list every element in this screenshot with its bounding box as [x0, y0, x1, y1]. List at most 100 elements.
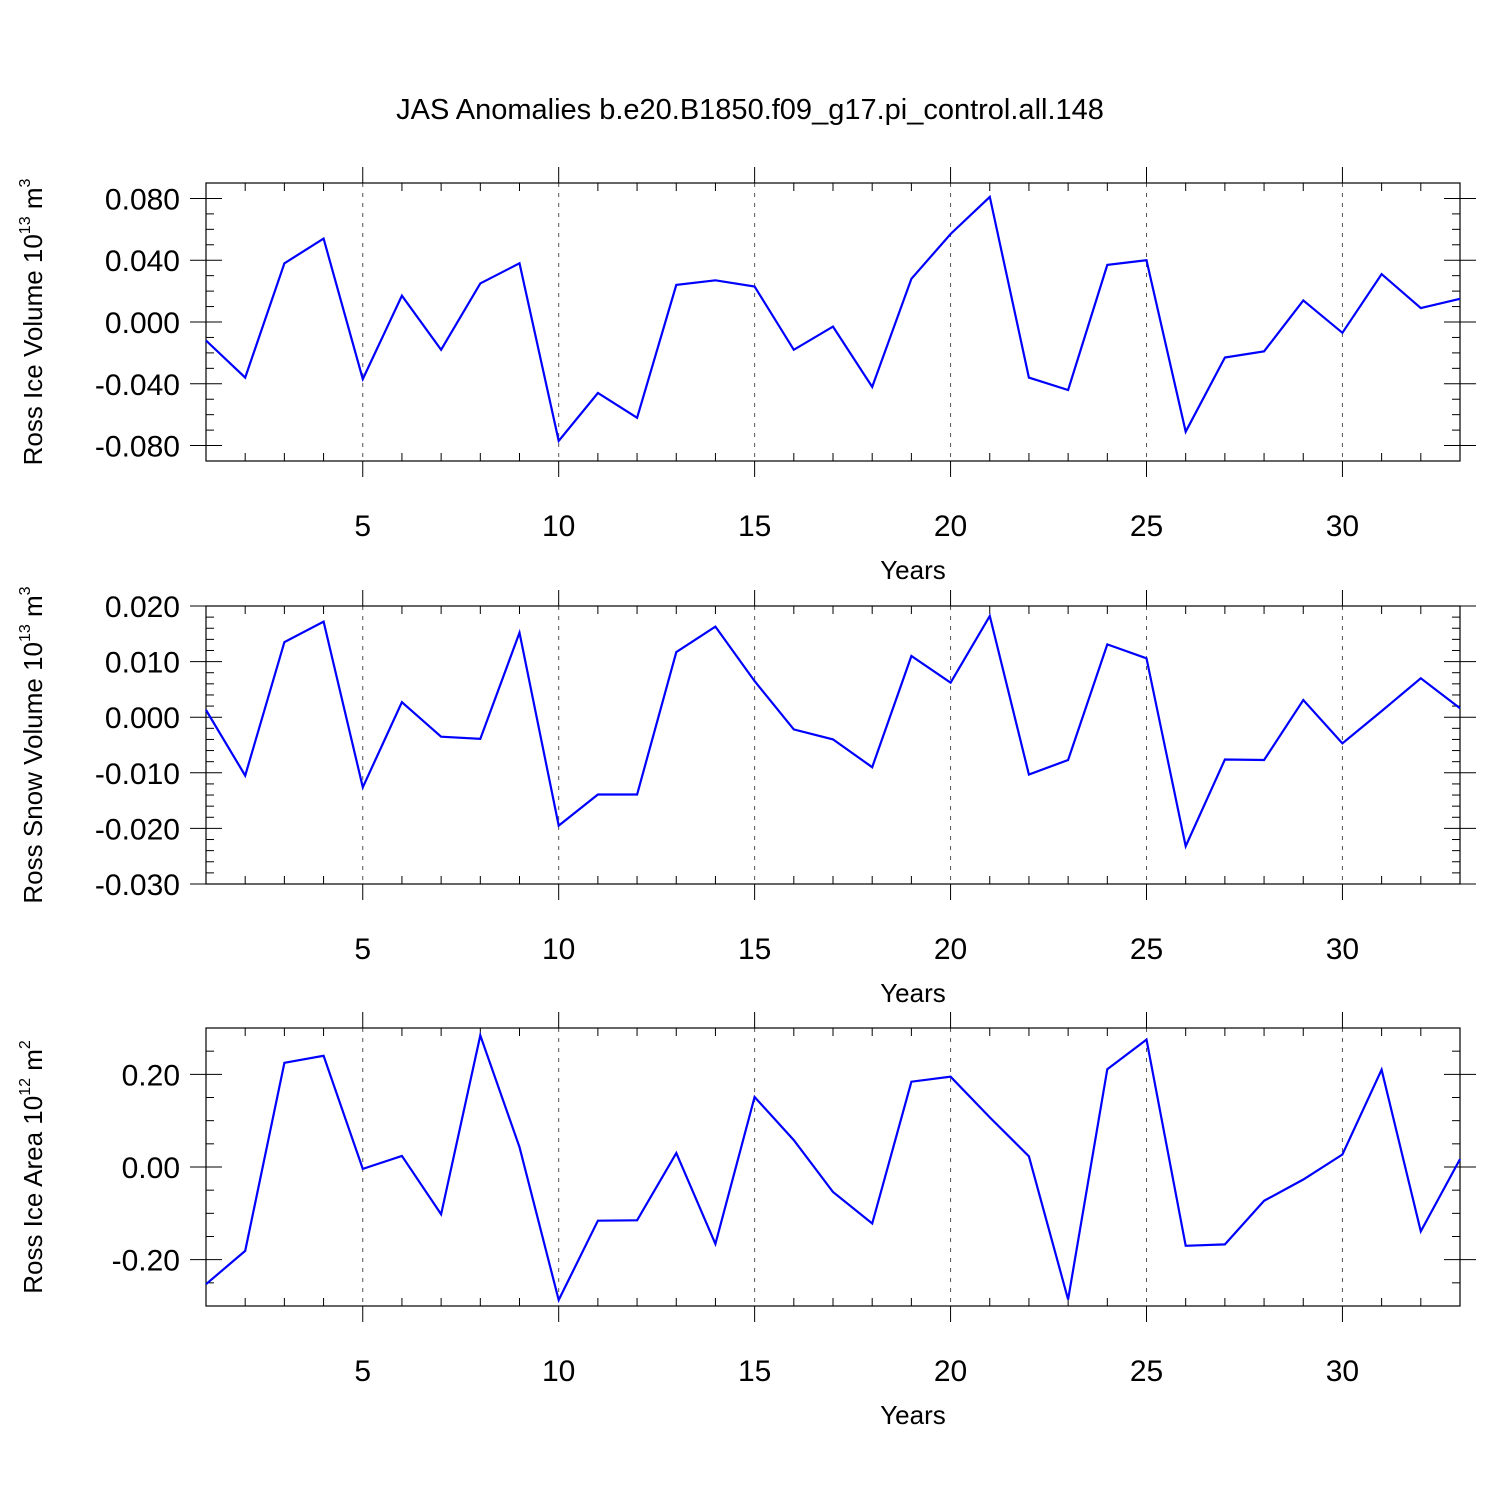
data-point: [988, 614, 992, 618]
data-point: [1340, 741, 1344, 745]
data-point: [949, 681, 953, 685]
data-point: [243, 1249, 247, 1253]
data-point: [1340, 331, 1344, 335]
data-point: [1066, 1298, 1070, 1302]
data-point: [988, 195, 992, 199]
data-point: [831, 737, 835, 741]
data-point: [753, 284, 757, 288]
data-point: [400, 294, 404, 298]
data-point: [635, 792, 639, 796]
data-point: [1458, 706, 1462, 710]
x-tick-label: 30: [1326, 1355, 1359, 1388]
data-point: [361, 785, 365, 789]
x-tick-label: 15: [738, 933, 771, 966]
x-axis-label: Years: [880, 555, 946, 585]
data-point: [674, 650, 678, 654]
y-axis-label-part: 13: [17, 624, 34, 642]
data-point: [1458, 297, 1462, 301]
data-point: [831, 325, 835, 329]
data-point: [674, 283, 678, 287]
x-tick-label: 25: [1130, 1355, 1163, 1388]
data-point: [870, 385, 874, 389]
data-point: [1301, 698, 1305, 702]
y-axis-label: Ross Snow Volume 1013 m3: [17, 586, 48, 903]
data-point: [792, 727, 796, 731]
y-tick-label: 0.000: [105, 702, 180, 735]
data-point: [1184, 1244, 1188, 1248]
data-point: [1380, 709, 1384, 713]
data-point: [322, 1054, 326, 1058]
data-point: [1458, 1157, 1462, 1161]
data-point: [1105, 263, 1109, 267]
y-axis-label-part: Ross Ice Area 10: [18, 1096, 48, 1294]
data-point: [713, 278, 717, 282]
data-point: [1066, 758, 1070, 762]
y-tick-label: -0.030: [95, 869, 180, 902]
y-tick-label: 0.000: [105, 307, 180, 340]
x-tick-label: 15: [738, 1355, 771, 1388]
data-point: [909, 1080, 913, 1084]
y-tick-label: 0.040: [105, 245, 180, 278]
x-tick-label: 25: [1130, 933, 1163, 966]
data-point: [557, 824, 561, 828]
data-point: [1419, 1229, 1423, 1233]
data-point: [870, 1222, 874, 1226]
plot-frame: [205, 605, 1461, 885]
data-point: [439, 348, 443, 352]
data-point: [1145, 1038, 1149, 1042]
data-point: [1105, 642, 1109, 646]
x-tick-label: 20: [934, 510, 967, 543]
y-tick-label: -0.20: [112, 1245, 180, 1278]
x-tick-label: 5: [354, 510, 371, 543]
y-tick-label: 0.010: [105, 647, 180, 680]
y-tick-label: -0.040: [95, 369, 180, 402]
y-axis-label: Ross Ice Volume 1013 m3: [17, 178, 48, 465]
data-point: [1262, 758, 1266, 762]
panel-3: 0.20 0.00 -0.20 5 10 15 20 25 30 Years Ross Ice Ar…: [17, 1012, 1476, 1430]
data-point: [400, 1154, 404, 1158]
data-point: [949, 232, 953, 236]
data-point: [322, 237, 326, 241]
data-point: [1145, 656, 1149, 660]
data-point: [909, 277, 913, 281]
y-axis-label-part: Ross Snow Volume 10: [18, 642, 48, 904]
x-tick-label: 20: [934, 933, 967, 966]
y-axis-label-part: m: [18, 187, 48, 216]
data-point: [831, 1190, 835, 1194]
data-point: [557, 1298, 561, 1302]
x-axis-label: Years: [880, 1400, 946, 1430]
y-axis-label-part: 3: [17, 586, 34, 595]
data-point: [1223, 356, 1227, 360]
panel-1: 0.080 0.040 0.000 -0.040 -0.080 5 10 15 20 25 30 Ye…: [17, 167, 1476, 585]
data-point: [243, 774, 247, 778]
data-point: [909, 654, 913, 658]
data-point: [1380, 272, 1384, 276]
y-axis-label-part: 13: [17, 216, 34, 234]
data-point: [204, 708, 208, 712]
data-point: [1184, 844, 1188, 848]
x-tick-label: 25: [1130, 510, 1163, 543]
data-point: [204, 1282, 208, 1286]
data-point: [439, 1212, 443, 1216]
data-point: [1380, 1068, 1384, 1072]
data-point: [870, 765, 874, 769]
data-point: [282, 261, 286, 265]
x-tick-label: 5: [354, 933, 371, 966]
data-point: [596, 792, 600, 796]
series-line: [205, 1031, 1461, 1304]
y-axis-label-part: Ross Ice Volume 10: [18, 234, 48, 465]
data-point: [713, 1242, 717, 1246]
data-point: [518, 631, 522, 635]
y-axis-label-part: 3: [17, 178, 34, 187]
y-axis-label-part: m: [18, 595, 48, 624]
plot-frame: [205, 1027, 1461, 1307]
data-point: [753, 679, 757, 683]
data-point: [322, 620, 326, 624]
panel-2: 0.020 0.010 0.000 -0.010 -0.020 -0.030 5 10 15 20…: [17, 586, 1476, 1008]
data-point: [1223, 1242, 1227, 1246]
x-tick-label: 15: [738, 510, 771, 543]
data-point: [792, 1138, 796, 1142]
y-tick-label: -0.080: [95, 431, 180, 464]
data-point: [282, 1061, 286, 1065]
